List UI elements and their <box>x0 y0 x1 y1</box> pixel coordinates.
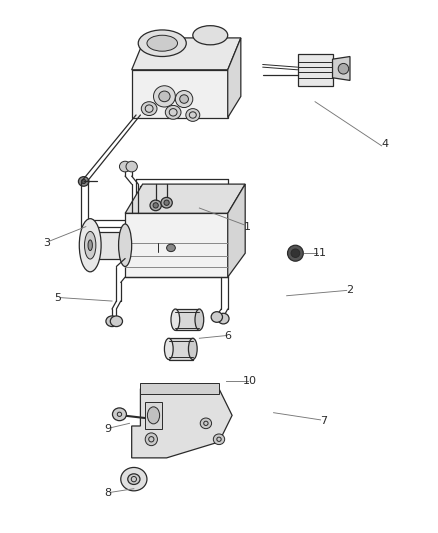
Ellipse shape <box>195 309 204 330</box>
Ellipse shape <box>145 433 157 446</box>
Text: 2: 2 <box>346 286 353 295</box>
Polygon shape <box>228 184 245 277</box>
Ellipse shape <box>211 312 223 322</box>
Ellipse shape <box>88 240 92 251</box>
Polygon shape <box>141 383 219 394</box>
Text: 9: 9 <box>104 424 111 434</box>
Polygon shape <box>125 213 228 277</box>
Polygon shape <box>132 389 232 458</box>
Polygon shape <box>125 184 245 213</box>
Polygon shape <box>145 402 162 429</box>
Polygon shape <box>132 38 241 70</box>
Ellipse shape <box>200 418 212 429</box>
Ellipse shape <box>110 316 123 327</box>
Ellipse shape <box>121 467 147 491</box>
Text: 4: 4 <box>381 139 389 149</box>
Text: 8: 8 <box>104 489 111 498</box>
Ellipse shape <box>161 197 172 208</box>
Ellipse shape <box>128 474 140 484</box>
Ellipse shape <box>126 161 138 172</box>
Polygon shape <box>297 54 332 86</box>
Ellipse shape <box>147 216 155 223</box>
Ellipse shape <box>213 434 225 445</box>
Ellipse shape <box>138 30 186 56</box>
Ellipse shape <box>291 249 300 257</box>
Ellipse shape <box>153 86 175 107</box>
Polygon shape <box>132 70 228 118</box>
Ellipse shape <box>78 176 89 186</box>
Ellipse shape <box>288 245 303 261</box>
Ellipse shape <box>106 316 118 327</box>
Ellipse shape <box>141 102 157 116</box>
Text: 3: 3 <box>43 238 50 247</box>
Ellipse shape <box>164 338 173 360</box>
Ellipse shape <box>180 95 188 103</box>
Ellipse shape <box>193 26 228 45</box>
Ellipse shape <box>153 203 158 208</box>
Polygon shape <box>169 338 193 360</box>
Ellipse shape <box>85 231 96 259</box>
Ellipse shape <box>164 200 169 205</box>
Ellipse shape <box>186 109 200 122</box>
Ellipse shape <box>79 219 101 272</box>
Ellipse shape <box>81 179 86 183</box>
Text: 1: 1 <box>244 222 251 232</box>
Ellipse shape <box>166 244 175 252</box>
Ellipse shape <box>218 313 229 324</box>
Ellipse shape <box>171 309 180 330</box>
Polygon shape <box>175 309 199 330</box>
Ellipse shape <box>338 63 349 74</box>
Polygon shape <box>90 232 125 259</box>
Ellipse shape <box>165 106 181 119</box>
Text: 5: 5 <box>54 293 61 303</box>
Text: 6: 6 <box>224 330 231 341</box>
Ellipse shape <box>188 338 197 360</box>
Ellipse shape <box>148 407 159 424</box>
Ellipse shape <box>119 224 132 266</box>
Polygon shape <box>332 56 350 80</box>
Ellipse shape <box>132 216 141 223</box>
Ellipse shape <box>147 35 177 51</box>
Ellipse shape <box>113 408 127 421</box>
Polygon shape <box>228 38 241 118</box>
Text: 11: 11 <box>312 248 326 258</box>
Text: 7: 7 <box>320 416 327 426</box>
Text: 10: 10 <box>243 376 257 386</box>
Ellipse shape <box>159 91 170 102</box>
Ellipse shape <box>175 91 193 108</box>
Ellipse shape <box>150 200 161 211</box>
Ellipse shape <box>120 161 131 172</box>
